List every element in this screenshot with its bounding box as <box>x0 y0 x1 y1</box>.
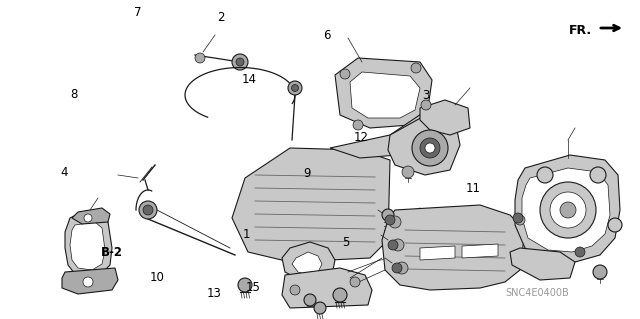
Polygon shape <box>62 268 118 294</box>
Polygon shape <box>232 148 390 262</box>
Circle shape <box>238 278 252 292</box>
Circle shape <box>385 215 395 225</box>
Text: 4: 4 <box>60 166 68 179</box>
Text: 3: 3 <box>422 89 429 102</box>
Text: 10: 10 <box>149 271 164 284</box>
Circle shape <box>382 209 394 221</box>
Circle shape <box>425 143 435 153</box>
Text: 5: 5 <box>342 236 349 249</box>
Text: 14: 14 <box>242 73 257 86</box>
Circle shape <box>333 288 347 302</box>
Text: SNC4E0400B: SNC4E0400B <box>506 288 570 299</box>
Polygon shape <box>72 208 110 224</box>
Circle shape <box>195 53 205 63</box>
Circle shape <box>515 215 525 225</box>
Circle shape <box>139 201 157 219</box>
Polygon shape <box>65 212 112 278</box>
Circle shape <box>304 294 316 306</box>
Circle shape <box>314 302 326 314</box>
Circle shape <box>232 54 248 70</box>
Text: B-2: B-2 <box>101 246 123 258</box>
Polygon shape <box>282 268 372 308</box>
Circle shape <box>353 120 363 130</box>
Polygon shape <box>350 72 420 118</box>
Circle shape <box>593 265 607 279</box>
Text: 2: 2 <box>217 11 225 24</box>
Circle shape <box>550 192 586 228</box>
Circle shape <box>83 277 93 287</box>
Circle shape <box>560 202 576 218</box>
Polygon shape <box>382 205 525 290</box>
Polygon shape <box>462 244 498 258</box>
Circle shape <box>392 239 404 251</box>
Polygon shape <box>515 155 620 262</box>
Text: 11: 11 <box>466 182 481 195</box>
Circle shape <box>411 63 421 73</box>
Circle shape <box>575 247 585 257</box>
Polygon shape <box>522 168 610 252</box>
Circle shape <box>402 166 414 178</box>
Polygon shape <box>420 100 470 135</box>
Circle shape <box>84 214 92 222</box>
Polygon shape <box>292 252 322 275</box>
Circle shape <box>608 218 622 232</box>
Polygon shape <box>70 222 105 270</box>
Polygon shape <box>388 110 460 175</box>
Circle shape <box>513 213 523 223</box>
Circle shape <box>420 138 440 158</box>
Circle shape <box>540 182 596 238</box>
Circle shape <box>389 216 401 228</box>
Circle shape <box>590 167 606 183</box>
Circle shape <box>388 240 398 250</box>
Circle shape <box>412 130 448 166</box>
Polygon shape <box>330 108 430 158</box>
Polygon shape <box>420 246 455 260</box>
Circle shape <box>392 263 402 273</box>
Circle shape <box>290 285 300 295</box>
Polygon shape <box>335 58 432 128</box>
Polygon shape <box>510 248 575 280</box>
Circle shape <box>421 100 431 110</box>
Text: 1: 1 <box>243 228 250 241</box>
Circle shape <box>537 167 553 183</box>
Circle shape <box>396 262 408 274</box>
Circle shape <box>291 85 298 92</box>
Circle shape <box>236 58 244 66</box>
Polygon shape <box>282 242 335 282</box>
Text: 6: 6 <box>323 29 330 41</box>
Circle shape <box>350 277 360 287</box>
Circle shape <box>340 69 350 79</box>
Circle shape <box>288 81 302 95</box>
Text: 7: 7 <box>134 6 141 19</box>
Text: 12: 12 <box>354 131 369 144</box>
Text: 15: 15 <box>245 281 260 293</box>
Text: FR.: FR. <box>569 24 592 36</box>
Circle shape <box>143 205 153 215</box>
Text: 13: 13 <box>207 287 222 300</box>
Text: 9: 9 <box>303 167 311 180</box>
Text: 8: 8 <box>70 88 77 100</box>
